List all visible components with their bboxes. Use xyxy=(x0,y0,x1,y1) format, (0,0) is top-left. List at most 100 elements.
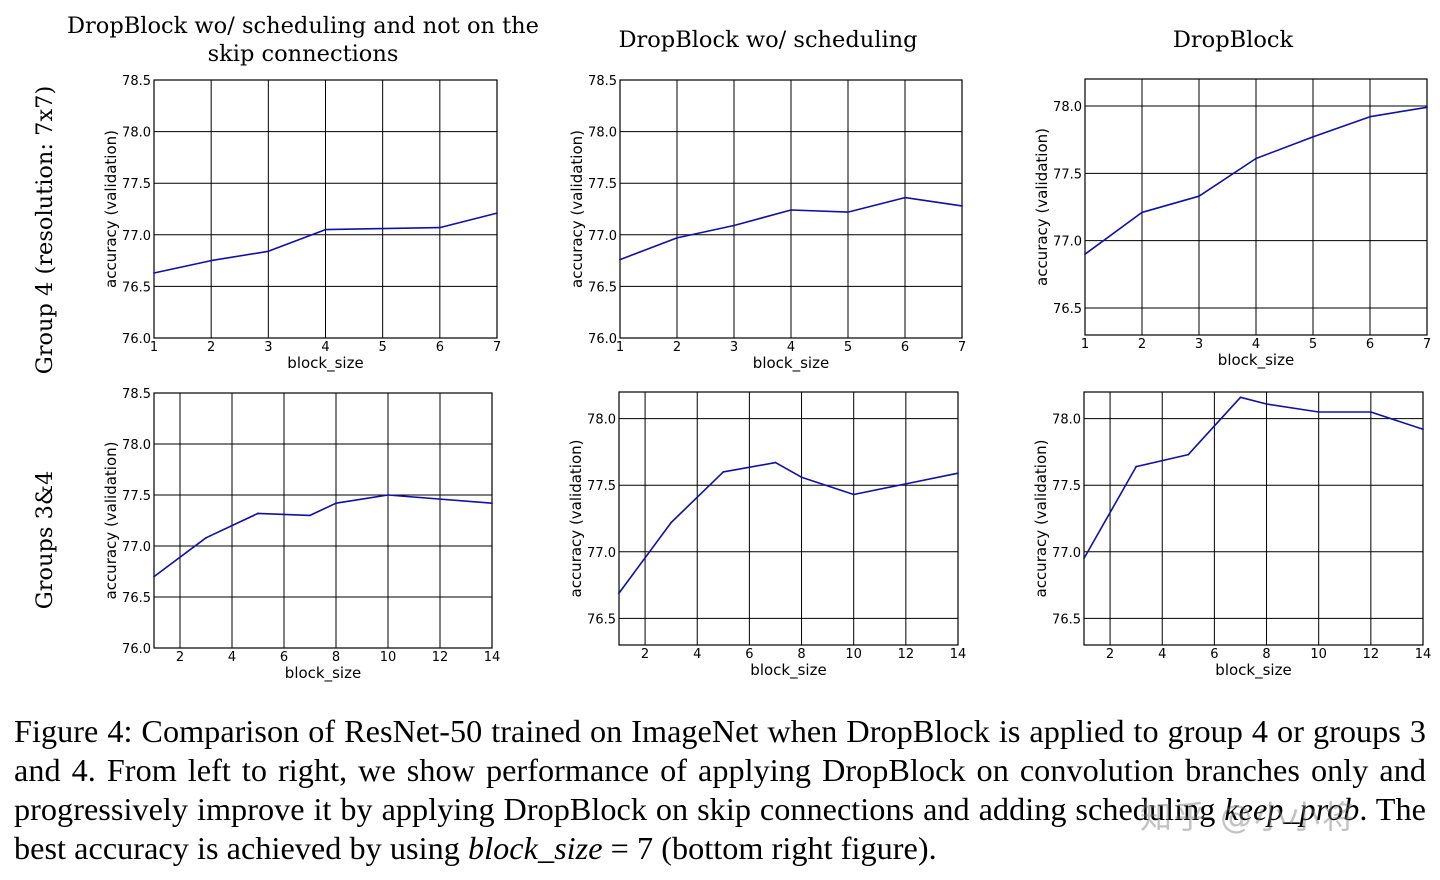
chart-2-1-xlabel: block_size xyxy=(285,664,361,683)
chart-2-3-xtick-label: 10 xyxy=(1310,647,1327,662)
chart-1-1-data-point xyxy=(267,250,270,253)
chart-1-2-ytick-label: 77.5 xyxy=(588,177,617,192)
column-title-2-line-1: DropBlock wo/ scheduling xyxy=(618,27,917,53)
chart-2-2-xtick-label: 10 xyxy=(845,647,862,662)
chart-2-2-ytick-label: 77.5 xyxy=(587,479,616,494)
chart-2-1-axes-frame xyxy=(153,392,493,649)
chart-1-1-ytick-label: 78.5 xyxy=(122,74,151,89)
chart-1-3-data-point xyxy=(1312,136,1314,138)
chart-1-2-xtick-label: 1 xyxy=(616,340,624,355)
chart-2-1-xtick-label: 6 xyxy=(280,650,288,665)
caption-text-1: Figure 4: Comparison of ResNet-50 traine… xyxy=(14,713,1426,827)
chart-1-2-xtick-label: 5 xyxy=(844,340,852,355)
chart-2-1-data-point xyxy=(205,536,207,539)
chart-2-2-xlabel: block_size xyxy=(750,661,826,680)
row-title-2: Groups 3&4 xyxy=(32,471,58,610)
chart-1-3-data-point xyxy=(1084,253,1086,256)
chart-2-1-series-line xyxy=(153,494,493,578)
chart-1-3-data-point xyxy=(1141,211,1143,214)
chart-1-1-data-point xyxy=(210,259,213,262)
row-title-1: Group 4 (resolution: 7x7) xyxy=(32,86,58,375)
chart-1-2-ytick-label: 76.5 xyxy=(588,280,617,295)
chart-2-2-ytick-label: 78.0 xyxy=(587,413,616,428)
chart-1-1-ytick-label: 78.0 xyxy=(122,126,151,141)
chart-1-2-xtick-label: 3 xyxy=(730,340,738,355)
chart-1-3-xtick-label: 7 xyxy=(1423,337,1431,352)
chart-2-3-xtick-label: 2 xyxy=(1106,647,1114,662)
chart-2-3-data-point xyxy=(1317,411,1320,413)
chart-1-3-data-point xyxy=(1426,106,1428,109)
chart-1-3-xtick-label: 3 xyxy=(1195,337,1203,352)
chart-1-2-ytick-label: 77.0 xyxy=(588,229,617,244)
chart-1-1-xtick-label: 6 xyxy=(436,340,444,355)
chart-1-2-xlabel: block_size xyxy=(753,354,829,373)
chart-2-3-data-point xyxy=(1083,557,1085,560)
chart-2-1-data-point xyxy=(335,502,337,505)
chart-2-1-xtick-label: 2 xyxy=(176,650,184,665)
chart-1-2-xtick-label: 7 xyxy=(958,340,966,355)
chart-2-3-xtick-label: 12 xyxy=(1363,647,1380,662)
chart-2-3-axes-frame xyxy=(1083,391,1424,646)
chart-2-2-xtick-label: 6 xyxy=(745,647,753,662)
chart-1-1-data-point xyxy=(324,228,327,231)
chart-1-1-axes-frame xyxy=(153,79,498,339)
chart-1-1-xtick-label: 4 xyxy=(321,340,329,355)
chart-1-3-ytick-label: 76.5 xyxy=(1053,302,1082,317)
chart-2-3-ytick-label: 77.5 xyxy=(1052,479,1081,494)
chart-1-3-data-point xyxy=(1198,195,1200,198)
caption-text-2: . The best accuracy is achieved by using xyxy=(14,791,1426,866)
chart-2-1-data-point xyxy=(491,502,493,505)
chart-2-1-ytick-label: 77.5 xyxy=(122,489,151,504)
chart-2-2-ytick-label: 77.0 xyxy=(587,546,616,561)
chart-2-1-xtick-label: 4 xyxy=(228,650,236,665)
chart-2-3-ytick-label: 78.0 xyxy=(1052,413,1081,428)
chart-2-2-data-point xyxy=(852,493,855,496)
chart-2-2-data-point xyxy=(618,592,620,594)
chart-2-3-series-line xyxy=(1083,396,1424,559)
chart-2-1-data-point xyxy=(309,514,311,517)
chart-2-3-ytick-label: 77.0 xyxy=(1052,546,1081,561)
chart-1-1-xtick-label: 3 xyxy=(264,340,272,355)
chart-1-2-ylabel: accuracy (validation) xyxy=(568,130,586,288)
chart-2-1-xtick-label: 14 xyxy=(484,650,501,665)
chart-1-1-ytick-label: 76.5 xyxy=(122,280,151,295)
chart-1-1-xtick-label: 7 xyxy=(493,340,501,355)
column-title-1-line-1: DropBlock wo/ scheduling and not on the xyxy=(67,13,539,39)
chart-2-3-xtick-label: 4 xyxy=(1158,647,1166,662)
chart-2-1-xtick-label: 8 xyxy=(332,650,340,665)
chart-2-3-xtick-label: 6 xyxy=(1210,647,1218,662)
chart-2-2-xtick-label: 14 xyxy=(950,647,967,662)
chart-1-1-ylabel: accuracy (validation) xyxy=(102,130,120,288)
chart-1-3-xtick-label: 1 xyxy=(1081,337,1089,352)
chart-2-2-xtick-label: 8 xyxy=(797,647,805,662)
chart-2-1-data-point xyxy=(153,575,155,578)
chart-1-3-ytick-label: 77.5 xyxy=(1053,167,1082,182)
chart-2-3-xlabel: block_size xyxy=(1215,661,1291,680)
chart-2-3-ytick-label: 76.5 xyxy=(1052,612,1081,627)
chart-1-2-data-point xyxy=(961,205,963,207)
chart-1-1-data-point xyxy=(496,212,498,215)
column-title-1-line-2: skip connections xyxy=(208,41,399,67)
caption-keep-prob: keep_prob xyxy=(1224,791,1360,827)
chart-1-2-xtick-label: 2 xyxy=(673,340,681,355)
chart-2-3-data-point xyxy=(1135,465,1138,468)
chart-1-3-ylabel: accuracy (validation) xyxy=(1033,128,1051,286)
chart-2-2-data-point xyxy=(722,470,725,473)
chart-1-2-xtick-label: 6 xyxy=(901,340,909,355)
chart-2-1-ytick-label: 77.0 xyxy=(122,540,151,555)
chart-1-3-xtick-label: 5 xyxy=(1309,337,1317,352)
chart-2-2-data-point xyxy=(904,482,907,485)
chart-1-2-xtick-label: 4 xyxy=(787,340,795,355)
chart-1-1-xtick-label: 1 xyxy=(150,340,158,355)
chart-1-1-ytick-label: 77.5 xyxy=(122,177,151,192)
chart-2-3-xtick-label: 8 xyxy=(1262,647,1270,662)
caption-text-3: = 7 (bottom right figure). xyxy=(602,830,937,866)
chart-1-1-data-point xyxy=(381,227,384,230)
chart-2-1-xtick-label: 12 xyxy=(432,650,449,665)
chart-2-2-data-point xyxy=(670,521,673,524)
caption-block-size: block_size xyxy=(468,830,603,866)
chart-2-2-data-point xyxy=(957,472,959,475)
chart-1-1-xtick-label: 5 xyxy=(379,340,387,355)
chart-2-1-ytick-label: 76.0 xyxy=(122,642,151,657)
chart-1-1-data-point xyxy=(153,272,155,274)
